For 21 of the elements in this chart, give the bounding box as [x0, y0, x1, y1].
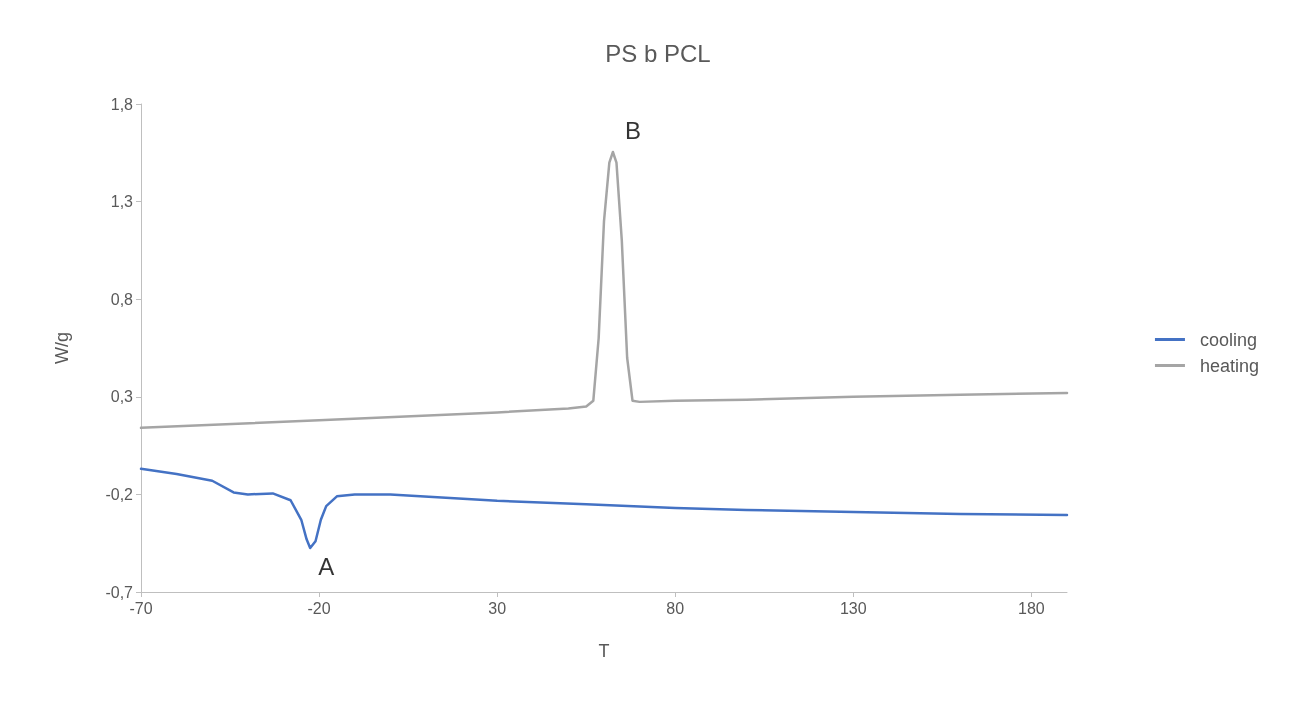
- annotation: A: [318, 552, 335, 580]
- y-tick-label: -0,2: [105, 485, 134, 503]
- chart-title: PS b PCL: [605, 39, 711, 67]
- y-tick-label: 0,8: [110, 290, 134, 308]
- x-tick-label: 180: [1018, 599, 1045, 617]
- annotation: B: [624, 116, 641, 144]
- y-tick-label: 1,3: [110, 193, 134, 211]
- y-tick-label: 0,3: [110, 388, 134, 406]
- line-series: [139, 150, 1069, 430]
- y-tick-label: 1,8: [110, 95, 134, 113]
- x-tick-label: -70: [129, 599, 153, 617]
- legend-label: cooling: [1199, 329, 1257, 350]
- legend-label: heating: [1199, 355, 1260, 376]
- x-tick-label: -20: [307, 599, 331, 617]
- x-tick-label: 80: [666, 599, 685, 617]
- y-tick-label: -0,7: [105, 583, 134, 601]
- x-tick-label: 30: [488, 599, 507, 617]
- x-tick-label: 130: [839, 599, 867, 617]
- y-axis-title: W/g: [52, 331, 72, 365]
- line-series: [139, 467, 1069, 550]
- x-axis-title: T: [598, 641, 610, 661]
